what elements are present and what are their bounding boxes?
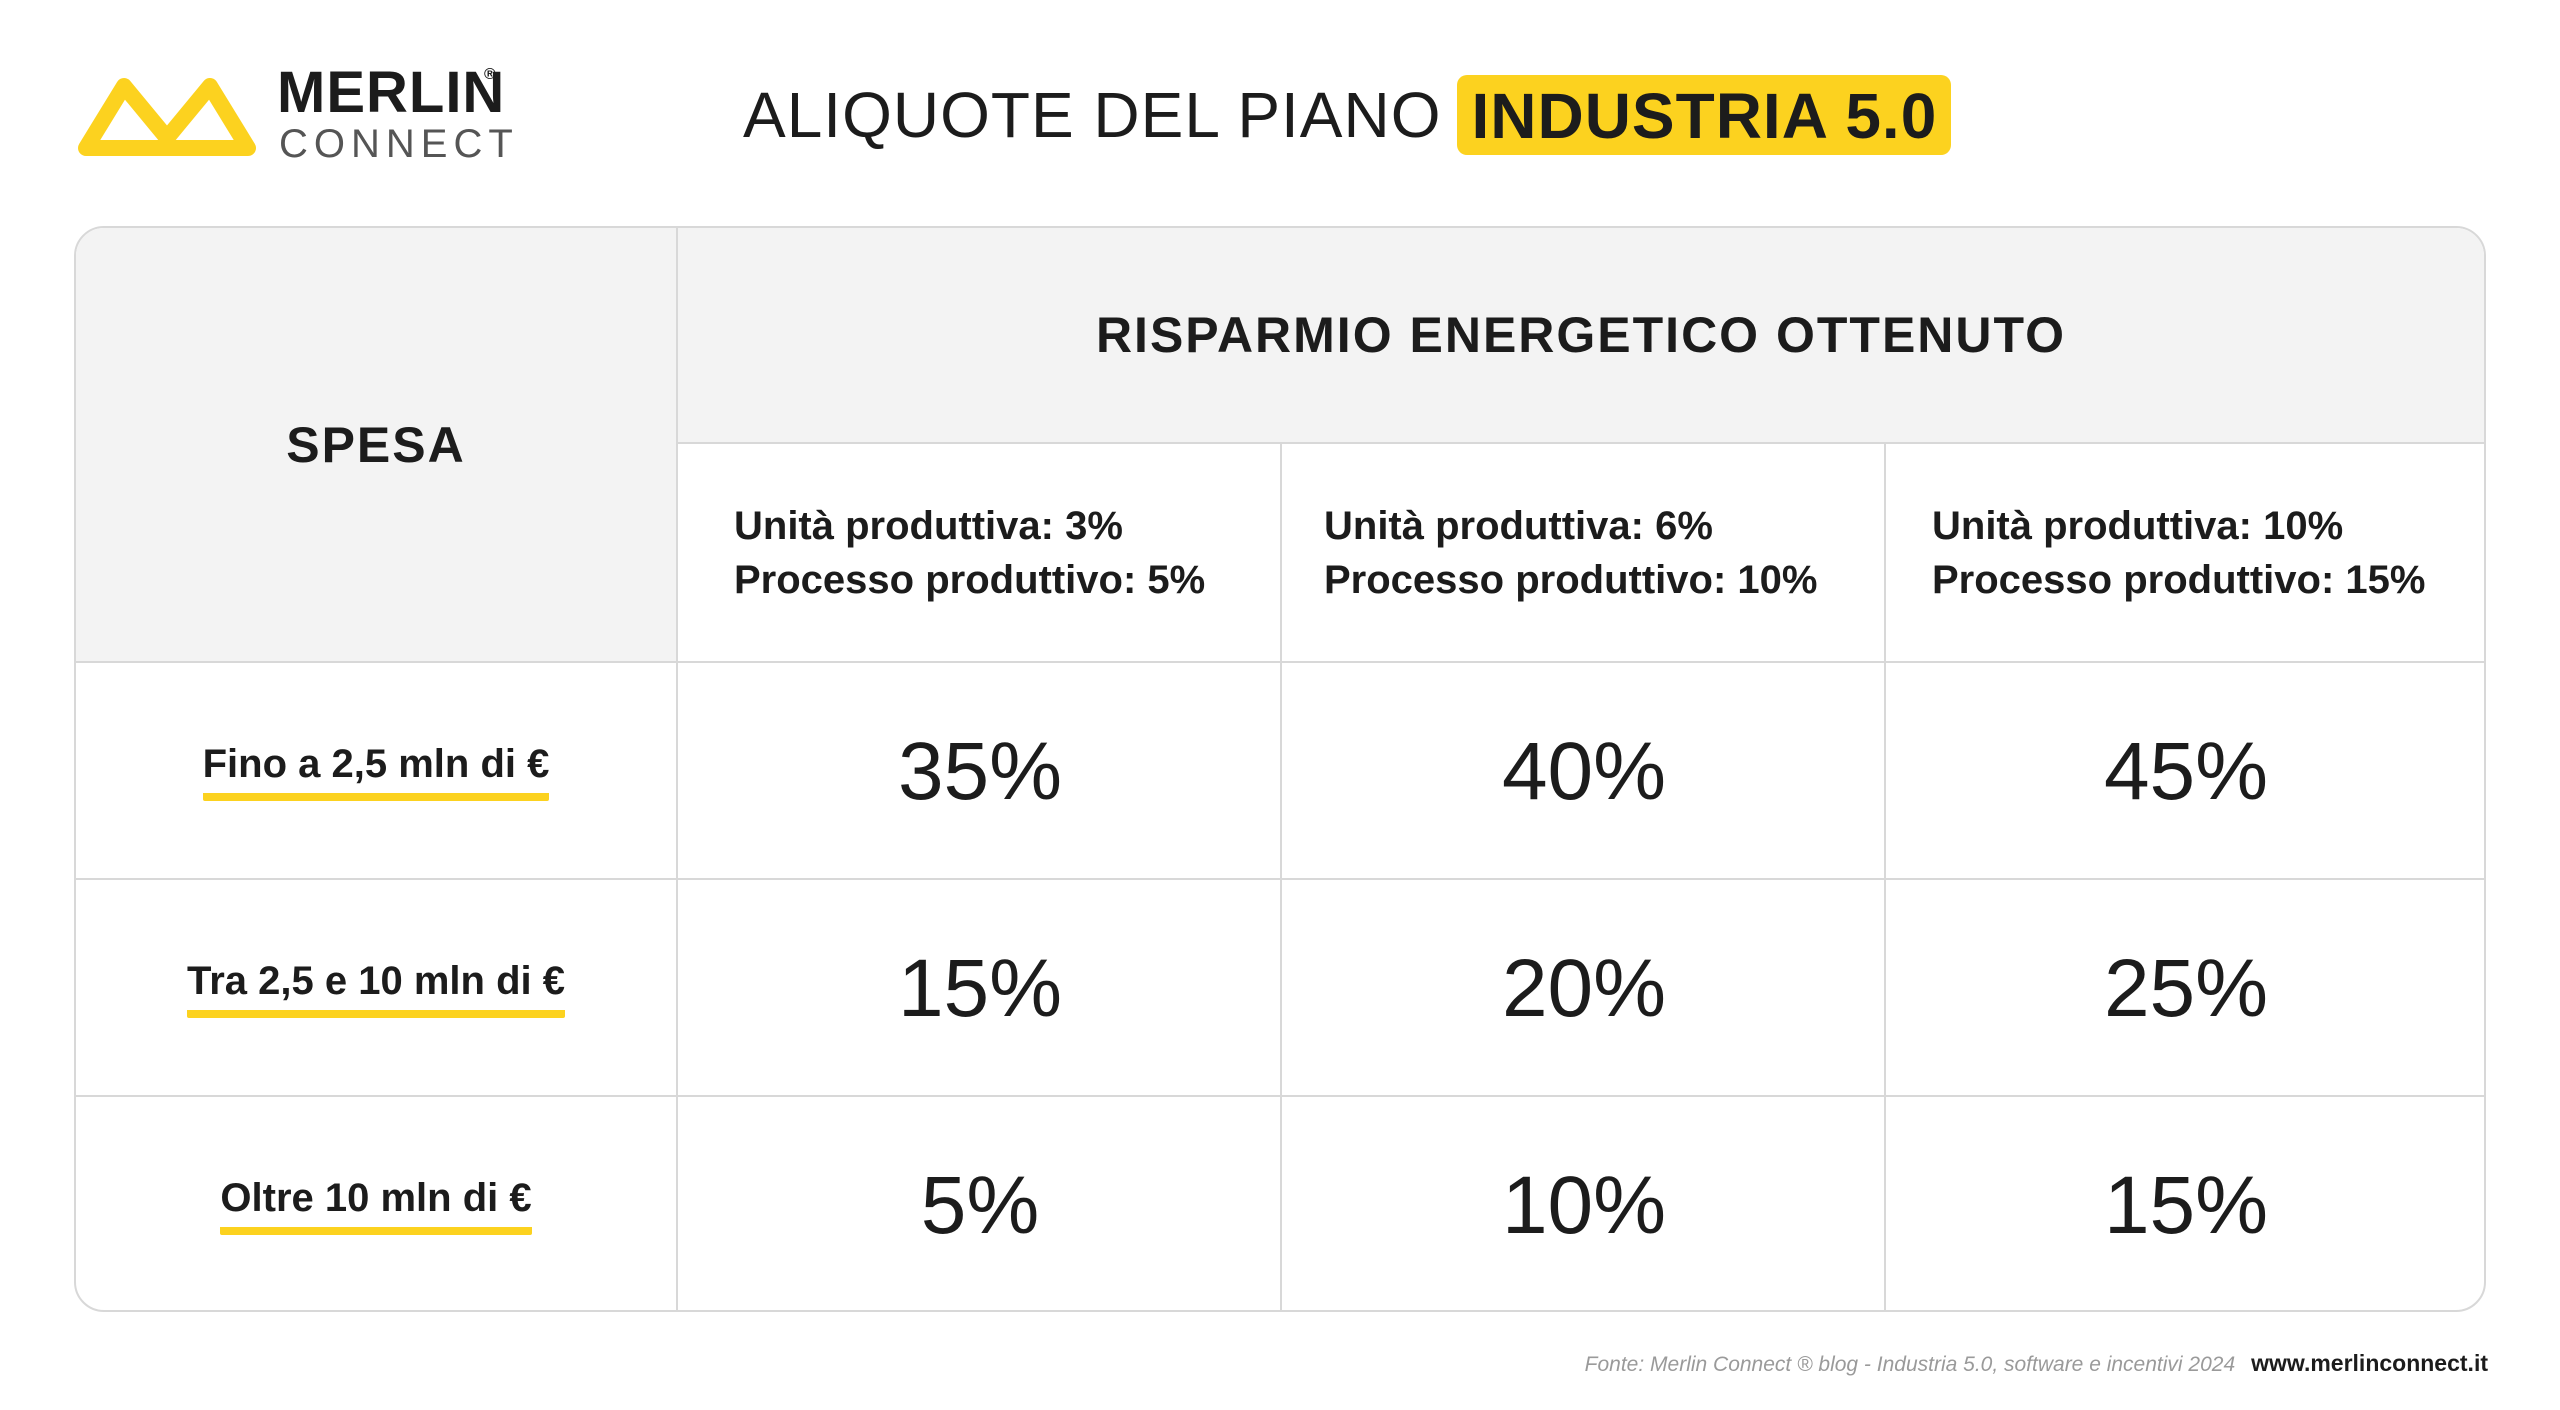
table-cell: 35% xyxy=(897,725,1063,817)
footer-website-link[interactable]: www.merlinconnect.it xyxy=(2251,1350,2488,1376)
column-header-2-line2: Processo produttivo: 10% xyxy=(1324,557,1818,602)
table-row-label: Fino a 2,5 mln di € xyxy=(76,663,678,880)
page-title-highlight: INDUSTRIA 5.0 xyxy=(1457,75,1952,155)
table-cell: 20% xyxy=(1501,942,1667,1034)
table-cell: 40% xyxy=(1501,725,1667,817)
page-title: ALIQUOTE DEL PIANO INDUSTRIA 5.0 xyxy=(743,72,1952,158)
page-title-text: ALIQUOTE DEL PIANO xyxy=(743,79,1442,151)
column-header-1-line1: Unità produttiva: 3% xyxy=(734,503,1123,548)
column-divider xyxy=(1280,444,1282,1310)
spesa-header: SPESA xyxy=(76,228,678,663)
table-cell: 25% xyxy=(2103,942,2269,1034)
row-divider xyxy=(76,878,2484,880)
column-header-3-line1: Unità produttiva: 10% xyxy=(1932,503,2344,548)
column-header-2: Unità produttiva: 6% Processo produttivo… xyxy=(1282,444,1886,663)
column-header-1-line2: Processo produttivo: 5% xyxy=(734,557,1206,602)
row-label-text: Tra 2,5 e 10 mln di € xyxy=(187,959,565,1018)
logo-name: MERLIN xyxy=(277,60,506,125)
table-cell: 45% xyxy=(2103,725,2269,817)
logo-subtitle: CONNECT xyxy=(279,122,519,166)
column-header-3-line2: Processo produttivo: 15% xyxy=(1932,557,2426,602)
footer-source: Fonte: Merlin Connect ® blog - Industria… xyxy=(1584,1353,2236,1376)
savings-header: RISPARMIO ENERGETICO OTTENUTO xyxy=(678,228,2484,444)
merlin-infinity-icon xyxy=(78,78,256,156)
table-row-label: Oltre 10 mln di € xyxy=(76,1097,678,1310)
column-header-2-line1: Unità produttiva: 6% xyxy=(1324,503,1713,548)
logo-registered-mark: ® xyxy=(484,66,496,83)
row-label-text: Oltre 10 mln di € xyxy=(220,1176,532,1235)
column-divider xyxy=(1884,444,1886,1310)
table-cell: 5% xyxy=(920,1159,1040,1251)
table-row-label: Tra 2,5 e 10 mln di € xyxy=(76,880,678,1097)
column-header-1: Unità produttiva: 3% Processo produttivo… xyxy=(678,444,1282,663)
row-label-text: Fino a 2,5 mln di € xyxy=(202,742,550,801)
table-cell: 10% xyxy=(1501,1159,1667,1251)
row-divider xyxy=(76,1095,2484,1097)
footer: Fonte: Merlin Connect ® blog - Industria… xyxy=(1585,1350,2488,1377)
table-cell: 15% xyxy=(897,942,1063,1034)
table-cell: 15% xyxy=(2103,1159,2269,1251)
rates-table: SPESA RISPARMIO ENERGETICO OTTENUTO Unit… xyxy=(74,226,2486,1312)
column-header-3: Unità produttiva: 10% Processo produttiv… xyxy=(1886,444,2484,663)
logo: MERLIN ® CONNECT xyxy=(72,60,513,174)
